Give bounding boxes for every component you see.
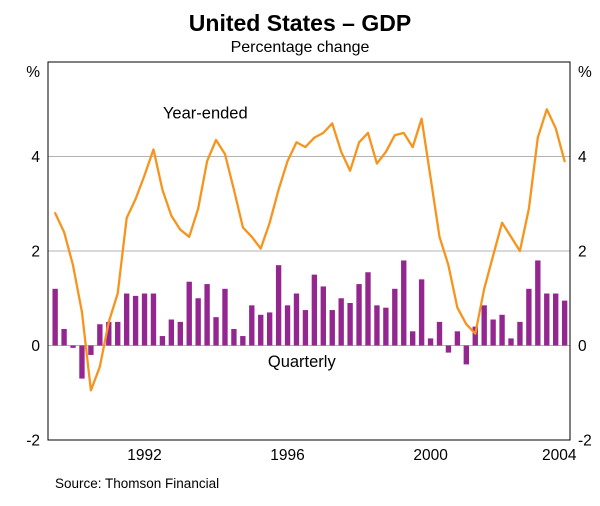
quarterly-bar xyxy=(454,331,461,346)
quarterly-bar xyxy=(186,281,192,346)
y-axis-label-right: 2 xyxy=(578,244,587,261)
quarterly-bar xyxy=(141,293,148,346)
quarterly-bar xyxy=(508,338,514,346)
quarterly-bar xyxy=(231,328,237,346)
quarterly-bar xyxy=(258,314,264,346)
quarterly-bar xyxy=(374,305,380,346)
quarterly-bar xyxy=(383,307,389,346)
plot-area: 4 4 2 2 0 0 -2 -2% % 1992 1996 2000 2004 Quarterly Yea… xyxy=(26,61,592,464)
y-axis-label-left: 2 xyxy=(31,244,40,261)
year-ended-line xyxy=(54,108,566,392)
quarterly-bar xyxy=(418,279,425,346)
quarterly-bar xyxy=(401,260,407,346)
y-axis-unit-left: % xyxy=(26,64,40,81)
quarterly-bar xyxy=(472,326,478,346)
plot-frame xyxy=(47,61,571,441)
quarterly-bar xyxy=(320,286,326,346)
quarterly-bar xyxy=(266,312,273,346)
y-axis-label-left: -2 xyxy=(26,433,40,450)
quarterly-bar xyxy=(150,293,157,346)
y-axis-unit-right: % xyxy=(578,64,592,81)
y-axis-label-right: -2 xyxy=(578,433,592,450)
quarterly-bar xyxy=(115,321,121,346)
chart-subtitle: Percentage change xyxy=(231,39,370,56)
quarterly-bar xyxy=(311,274,318,346)
quarterly-bar xyxy=(249,305,255,346)
quarterly-bar xyxy=(61,328,67,346)
quarterly-bar xyxy=(365,272,371,346)
quarterly-bar xyxy=(106,321,112,346)
x-axis-label: 1996 xyxy=(270,447,304,464)
quarterly-bar xyxy=(132,295,139,346)
y-axis-label-right: 0 xyxy=(578,338,587,355)
y-axis-label-left: 4 xyxy=(31,149,40,166)
quarterly-bar xyxy=(88,345,94,355)
quarterly-bar xyxy=(526,288,532,346)
quarterly-bar xyxy=(123,293,130,346)
quarterly-bar xyxy=(79,345,85,379)
quarterly-bar xyxy=(240,336,246,346)
x-axis-label: 2000 xyxy=(413,447,448,464)
quarterly-bar xyxy=(544,293,550,346)
quarterly-bar xyxy=(436,321,443,346)
quarterly-bar xyxy=(392,288,398,346)
quarterly-bar xyxy=(159,336,166,346)
series-label-year-ended: Year-ended xyxy=(163,105,248,123)
quarterly-bar xyxy=(553,293,559,346)
quarterly-bar xyxy=(499,314,505,346)
quarterly-bar xyxy=(293,293,300,346)
quarterly-bar xyxy=(52,288,58,346)
quarterly-bar xyxy=(70,345,76,348)
quarterly-bar xyxy=(329,310,335,346)
quarterly-bar xyxy=(481,305,487,346)
quarterly-bar xyxy=(490,319,496,346)
quarterly-bar xyxy=(463,345,469,365)
quarterly-bar xyxy=(284,305,291,346)
quarterly-bar xyxy=(177,321,183,346)
x-axis-label: 2004 xyxy=(542,447,577,464)
quarterly-bar xyxy=(356,284,362,346)
quarterly-bar xyxy=(195,298,201,346)
y-axis-label-right: 4 xyxy=(578,149,587,166)
source-note: Source: Thomson Financial xyxy=(55,476,219,491)
quarterly-bar xyxy=(204,284,210,346)
x-axis-label: 1992 xyxy=(127,447,161,464)
quarterly-bar xyxy=(275,265,282,346)
y-axis-label-left: 0 xyxy=(31,338,40,355)
quarterly-bar xyxy=(338,298,344,346)
quarterly-bar xyxy=(168,319,175,346)
quarterly-bar xyxy=(427,338,434,346)
chart-title: United States – GDP xyxy=(189,10,411,36)
quarterly-bar xyxy=(222,288,228,346)
quarterly-bar xyxy=(347,302,353,346)
quarterly-bar xyxy=(213,317,219,346)
quarterly-bar xyxy=(302,310,309,346)
quarterly-bar xyxy=(535,260,541,346)
quarterly-bar xyxy=(561,300,568,346)
quarterly-bar xyxy=(517,321,523,346)
series-label-quarterly: Quarterly xyxy=(268,353,337,371)
quarterly-bar xyxy=(410,331,416,346)
quarterly-bar xyxy=(445,345,452,353)
quarterly-bar xyxy=(97,324,103,346)
